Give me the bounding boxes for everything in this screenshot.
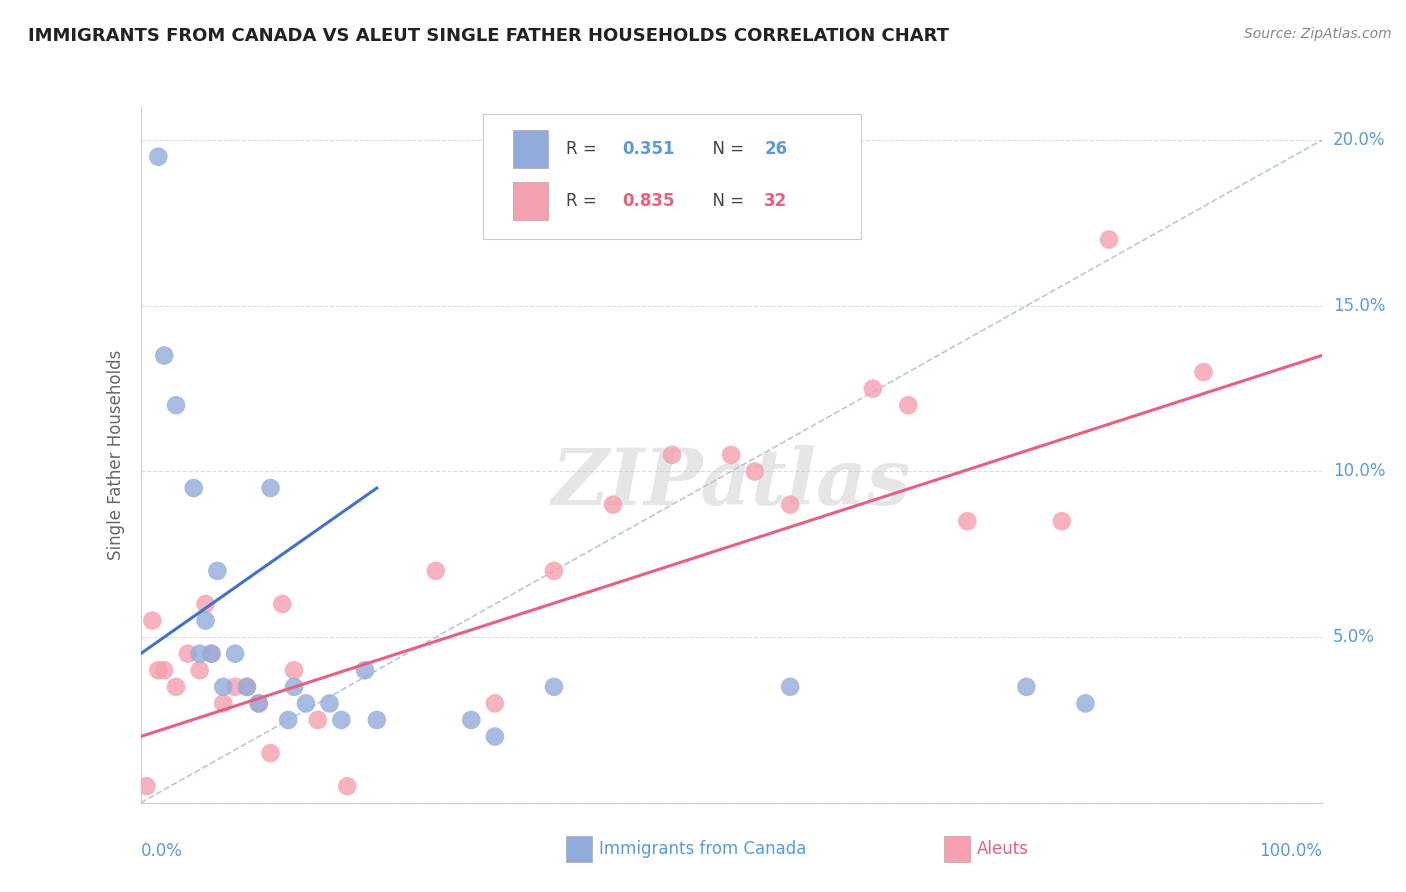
Text: ZIPatlas: ZIPatlas (551, 444, 911, 521)
Point (862, 382, 884, 396)
Text: Aleuts: Aleuts (977, 839, 1029, 858)
Text: 100.0%: 100.0% (1258, 842, 1322, 860)
Point (484, 697, 506, 711)
Point (135, 779, 157, 793)
Point (460, 713, 482, 727)
Point (1192, 365, 1215, 379)
Point (366, 713, 388, 727)
Bar (513, 182, 548, 220)
Point (224, 680, 246, 694)
Point (183, 481, 205, 495)
Bar (943, 836, 970, 862)
Point (259, 746, 281, 760)
Point (188, 647, 211, 661)
Point (247, 697, 270, 711)
Point (165, 680, 187, 694)
Text: R =: R = (565, 192, 602, 210)
Point (336, 779, 359, 793)
Point (165, 398, 187, 412)
Point (720, 448, 742, 462)
Point (330, 713, 353, 727)
Point (283, 680, 305, 694)
Text: 26: 26 (765, 140, 787, 158)
Point (148, 150, 170, 164)
Point (543, 680, 565, 694)
Point (779, 680, 801, 694)
Point (425, 564, 447, 578)
FancyBboxPatch shape (484, 114, 860, 239)
Point (200, 647, 222, 661)
Text: N =: N = (702, 140, 749, 158)
Point (212, 680, 235, 694)
Point (141, 614, 163, 628)
Text: 5.0%: 5.0% (1333, 628, 1375, 646)
Point (153, 349, 176, 363)
Point (283, 663, 305, 677)
Point (247, 697, 270, 711)
Point (148, 663, 170, 677)
Bar (565, 836, 592, 862)
Text: R =: R = (565, 140, 602, 158)
Text: 10.0%: 10.0% (1333, 462, 1385, 481)
Bar (513, 129, 548, 168)
Y-axis label: Single Father Households: Single Father Households (107, 350, 125, 560)
Point (188, 663, 211, 677)
Text: Source: ZipAtlas.com: Source: ZipAtlas.com (1244, 27, 1392, 41)
Point (194, 597, 217, 611)
Point (271, 597, 294, 611)
Point (307, 713, 329, 727)
Text: IMMIGRANTS FROM CANADA VS ALEUT SINGLE FATHER HOUSEHOLDS CORRELATION CHART: IMMIGRANTS FROM CANADA VS ALEUT SINGLE F… (28, 27, 949, 45)
Point (194, 614, 217, 628)
Point (318, 697, 340, 711)
Point (744, 465, 766, 479)
Point (295, 697, 318, 711)
Point (277, 713, 299, 727)
Text: 0.0%: 0.0% (141, 842, 183, 860)
Point (212, 697, 235, 711)
Point (779, 498, 801, 512)
Text: 0.351: 0.351 (623, 140, 675, 158)
Point (153, 663, 176, 677)
Point (177, 647, 200, 661)
Point (661, 448, 683, 462)
Point (897, 398, 920, 412)
Point (200, 647, 222, 661)
Point (484, 730, 506, 744)
Point (602, 498, 624, 512)
Point (543, 564, 565, 578)
Text: 0.835: 0.835 (623, 192, 675, 210)
Point (236, 680, 259, 694)
Point (1098, 233, 1121, 247)
Text: N =: N = (702, 192, 749, 210)
Point (207, 564, 229, 578)
Point (1074, 697, 1097, 711)
Point (1050, 514, 1073, 528)
Text: Immigrants from Canada: Immigrants from Canada (599, 839, 806, 858)
Point (236, 680, 259, 694)
Point (956, 514, 979, 528)
Text: 32: 32 (765, 192, 787, 210)
Point (1015, 680, 1038, 694)
Text: 15.0%: 15.0% (1333, 297, 1385, 315)
Point (259, 481, 281, 495)
Point (354, 663, 377, 677)
Point (224, 647, 246, 661)
Text: 20.0%: 20.0% (1333, 131, 1385, 149)
